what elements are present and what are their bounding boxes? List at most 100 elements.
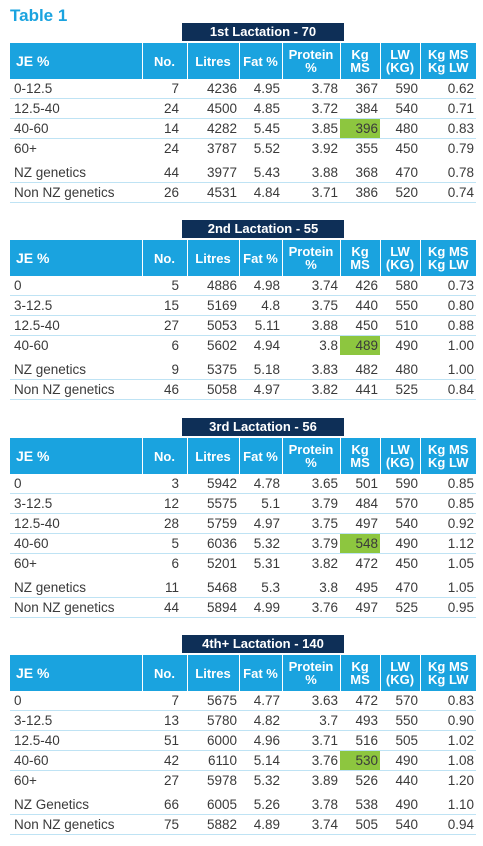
lw-cell: 525: [380, 379, 420, 400]
kgms-cell: 386: [340, 182, 380, 203]
header-litres: Litres: [187, 655, 240, 691]
litres-cell: 5602: [187, 335, 239, 358]
lw-cell: 470: [380, 158, 420, 183]
kgms-cell: 526: [340, 770, 380, 793]
section-banner: 4th+ Lactation - 140: [182, 635, 344, 653]
fat-cell: 4.84: [239, 182, 282, 203]
je-cell: 40-60: [10, 335, 142, 358]
lw-cell: 550: [380, 295, 420, 316]
litres-cell: 6110: [187, 750, 239, 771]
je-cell: NZ genetics: [10, 355, 142, 380]
litres-cell: 5169: [187, 295, 239, 316]
header-je: JE %: [10, 43, 143, 79]
kgms-cell: 530: [340, 750, 380, 771]
no-cell: 6: [142, 553, 187, 576]
litres-cell: 5894: [187, 597, 239, 618]
header-row: JE % No. Litres Fat % Protein % Kg MS LW…: [10, 240, 476, 276]
no-cell: 27: [142, 315, 187, 336]
je-cell: 40-60: [10, 750, 142, 771]
je-cell: NZ genetics: [10, 573, 142, 598]
no-cell: 15: [142, 295, 187, 316]
je-cell: 60+: [10, 770, 142, 793]
kgms-cell: 538: [340, 790, 380, 815]
no-cell: 11: [142, 573, 187, 598]
header-protein: Protein %: [282, 43, 341, 79]
litres-cell: 5759: [187, 513, 239, 534]
je-cell: Non NZ genetics: [10, 182, 142, 203]
litres-cell: 4886: [187, 276, 239, 296]
lactation-table: JE % No. Litres Fat % Protein % Kg MS LW…: [10, 438, 476, 618]
lactation-table: JE % No. Litres Fat % Protein % Kg MS LW…: [10, 655, 476, 835]
lw-cell: 525: [380, 597, 420, 618]
litres-cell: 5058: [187, 379, 239, 400]
header-kgms: Kg MS: [340, 655, 381, 691]
table-row: NZ genetics 44 3977 5.43 3.88 368 470 0.78: [10, 158, 476, 183]
lw-cell: 505: [380, 730, 420, 751]
table-row: NZ genetics 11 5468 5.3 3.8 495 470 1.05: [10, 573, 476, 598]
protein-cell: 3.78: [282, 79, 340, 99]
table-row: 0 7 5675 4.77 3.63 472 570 0.83: [10, 691, 476, 711]
lw-cell: 510: [380, 315, 420, 336]
no-cell: 66: [142, 790, 187, 815]
fat-cell: 4.8: [239, 295, 282, 316]
section-banner: 1st Lactation - 70: [182, 23, 344, 41]
lw-cell: 540: [380, 98, 420, 119]
header-lw: LW (KG): [380, 43, 421, 79]
table-row: 60+ 24 3787 5.52 3.92 355 450 0.79: [10, 138, 476, 161]
no-cell: 51: [142, 730, 187, 751]
table-row: 12.5-40 24 4500 4.85 3.72 384 540 0.71: [10, 98, 476, 119]
header-protein: Protein %: [282, 655, 341, 691]
lw-cell: 480: [380, 355, 420, 380]
header-kgms: Kg MS: [340, 240, 381, 276]
litres-cell: 4500: [187, 98, 239, 119]
table-row: 12.5-40 28 5759 4.97 3.75 497 540 0.92: [10, 513, 476, 534]
kgms-kglw-cell: 0.74: [420, 182, 476, 203]
lactation-table: JE % No. Litres Fat % Protein % Kg MS LW…: [10, 43, 476, 203]
kgms-kglw-cell: 1.00: [420, 335, 476, 358]
header-row: JE % No. Litres Fat % Protein % Kg MS LW…: [10, 438, 476, 474]
fat-cell: 4.89: [239, 814, 282, 835]
fat-cell: 5.14: [239, 750, 282, 771]
fat-cell: 5.32: [239, 770, 282, 793]
litres-cell: 5942: [187, 474, 239, 494]
kgms-kglw-cell: 1.12: [420, 533, 476, 554]
litres-cell: 4282: [187, 118, 239, 139]
lw-cell: 550: [380, 710, 420, 731]
table-row: 12.5-40 51 6000 4.96 3.71 516 505 1.02: [10, 730, 476, 751]
lactation-section-4: 4th+ Lactation - 140 JE % No. Litres Fat…: [10, 635, 476, 835]
kgms-kglw-cell: 0.83: [420, 691, 476, 711]
table-row: 3-12.5 13 5780 4.82 3.7 493 550 0.90: [10, 710, 476, 731]
lw-cell: 490: [380, 790, 420, 815]
kgms-cell: 450: [340, 315, 380, 336]
lw-cell: 490: [380, 750, 420, 771]
protein-cell: 3.88: [282, 315, 340, 336]
table-row: 12.5-40 27 5053 5.11 3.88 450 510 0.88: [10, 315, 476, 336]
page-title: Table 1: [10, 6, 68, 25]
kgms-kglw-cell: 0.80: [420, 295, 476, 316]
kgms-kglw-cell: 1.10: [420, 790, 476, 815]
kgms-kglw-cell: 0.88: [420, 315, 476, 336]
header-kgms: Kg MS: [340, 43, 381, 79]
litres-cell: 3787: [187, 138, 239, 161]
litres-cell: 5053: [187, 315, 239, 336]
no-cell: 7: [142, 691, 187, 711]
header-kgms-kglw: Kg MS Kg LW: [420, 438, 476, 474]
table-row: 40-60 14 4282 5.45 3.85 396 480 0.83: [10, 118, 476, 139]
protein-cell: 3.82: [282, 553, 340, 576]
header-je: JE %: [10, 240, 143, 276]
table-row: 40-60 6 5602 4.94 3.8 489 490 1.00: [10, 335, 476, 358]
kgms-cell: 384: [340, 98, 380, 119]
no-cell: 9: [142, 355, 187, 380]
header-fat: Fat %: [239, 438, 283, 474]
kgms-kglw-cell: 0.90: [420, 710, 476, 731]
fat-cell: 4.95: [239, 79, 282, 99]
je-cell: 0: [10, 276, 142, 296]
fat-cell: 4.78: [239, 474, 282, 494]
kgms-kglw-cell: 1.02: [420, 730, 476, 751]
lw-cell: 470: [380, 573, 420, 598]
header-no: No.: [142, 43, 188, 79]
je-cell: 12.5-40: [10, 98, 142, 119]
je-cell: 60+: [10, 138, 142, 161]
lw-cell: 520: [380, 182, 420, 203]
kgms-kglw-cell: 1.20: [420, 770, 476, 793]
